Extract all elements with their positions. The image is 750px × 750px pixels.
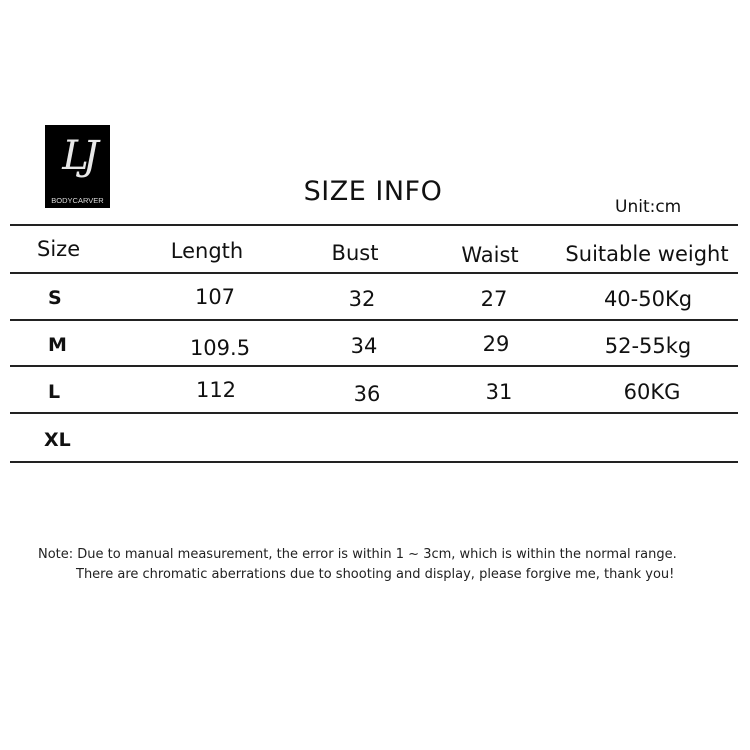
table-divider	[10, 365, 738, 367]
brand-logo: LJ BODYCARVER	[45, 125, 110, 208]
table-divider	[10, 319, 738, 321]
cell-weight: 60KG	[623, 380, 681, 404]
note-line-1: Note: Due to manual measurement, the err…	[38, 547, 677, 562]
cell-weight: 52-55kg	[604, 334, 692, 358]
cell-size: M	[48, 334, 67, 356]
cell-waist: 27	[480, 287, 508, 311]
unit-label: Unit:cm	[615, 197, 682, 217]
cell-waist: 29	[482, 332, 510, 356]
note-line-2: There are chromatic aberrations due to s…	[76, 567, 675, 582]
cell-waist: 31	[485, 380, 513, 404]
header-size: Size	[37, 237, 81, 261]
table-divider	[10, 412, 738, 414]
header-length: Length	[170, 239, 244, 263]
note: Note: Due to manual measurement, the err…	[0, 545, 750, 585]
logo-brand-text: BODYCARVER	[51, 196, 104, 205]
page-title: SIZE INFO	[303, 176, 443, 207]
cell-weight: 40-50Kg	[603, 287, 693, 311]
cell-size: L	[48, 381, 61, 403]
table-divider	[10, 272, 738, 274]
cell-length: 107	[194, 285, 236, 309]
logo-monogram: LJ	[62, 133, 99, 179]
header-suitable-weight: Suitable weight	[565, 242, 729, 266]
header-waist: Waist	[461, 243, 519, 267]
header-bust: Bust	[331, 241, 379, 265]
cell-size: S	[48, 287, 62, 309]
table-divider	[10, 461, 738, 463]
table-divider	[10, 224, 738, 226]
cell-bust: 34	[350, 334, 378, 358]
cell-length: 109.5	[189, 336, 251, 360]
cell-length: 112	[195, 378, 237, 402]
cell-bust: 32	[348, 287, 376, 311]
cell-bust: 36	[353, 382, 381, 406]
cell-size: XL	[44, 429, 71, 451]
